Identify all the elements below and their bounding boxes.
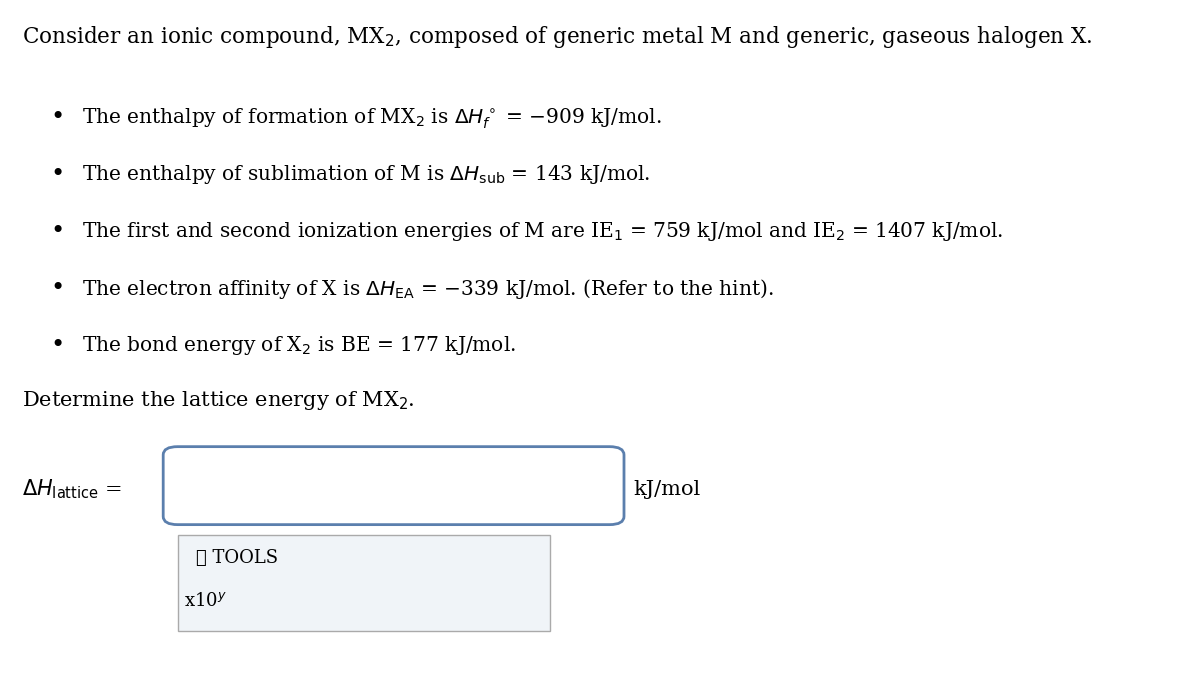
Text: Consider an ionic compound, MX$_2$, composed of generic metal M and generic, gas: Consider an ionic compound, MX$_2$, comp… — [22, 24, 1092, 50]
Text: The bond energy of X$_2$ is BE = 177 kJ/mol.: The bond energy of X$_2$ is BE = 177 kJ/… — [82, 334, 516, 357]
FancyBboxPatch shape — [178, 535, 550, 631]
Text: $\Delta H_{\mathrm{lattice}}$ =: $\Delta H_{\mathrm{lattice}}$ = — [22, 477, 121, 501]
Text: •: • — [50, 163, 65, 186]
Text: The first and second ionization energies of M are IE$_1$ = 759 kJ/mol and IE$_2$: The first and second ionization energies… — [82, 220, 1003, 244]
Text: The electron affinity of X is $\Delta H_{\mathrm{EA}}$ = −339 kJ/mol. (Refer to : The electron affinity of X is $\Delta H_… — [82, 277, 773, 301]
Text: Determine the lattice energy of MX$_2$.: Determine the lattice energy of MX$_2$. — [22, 389, 414, 412]
Text: •: • — [50, 220, 65, 244]
Text: The enthalpy of sublimation of M is $\Delta H_{\mathrm{sub}}$ = 143 kJ/mol.: The enthalpy of sublimation of M is $\De… — [82, 163, 650, 186]
Text: •: • — [50, 334, 65, 357]
Text: kJ/mol: kJ/mol — [634, 479, 701, 499]
Text: •: • — [50, 106, 65, 129]
Text: •: • — [50, 277, 65, 300]
FancyBboxPatch shape — [163, 447, 624, 525]
Text: The enthalpy of formation of MX$_2$ is $\Delta H_f^\circ$ = −909 kJ/mol.: The enthalpy of formation of MX$_2$ is $… — [82, 106, 661, 131]
Text: ⚒ TOOLS: ⚒ TOOLS — [196, 549, 277, 566]
Text: x10$^y$: x10$^y$ — [184, 592, 227, 610]
